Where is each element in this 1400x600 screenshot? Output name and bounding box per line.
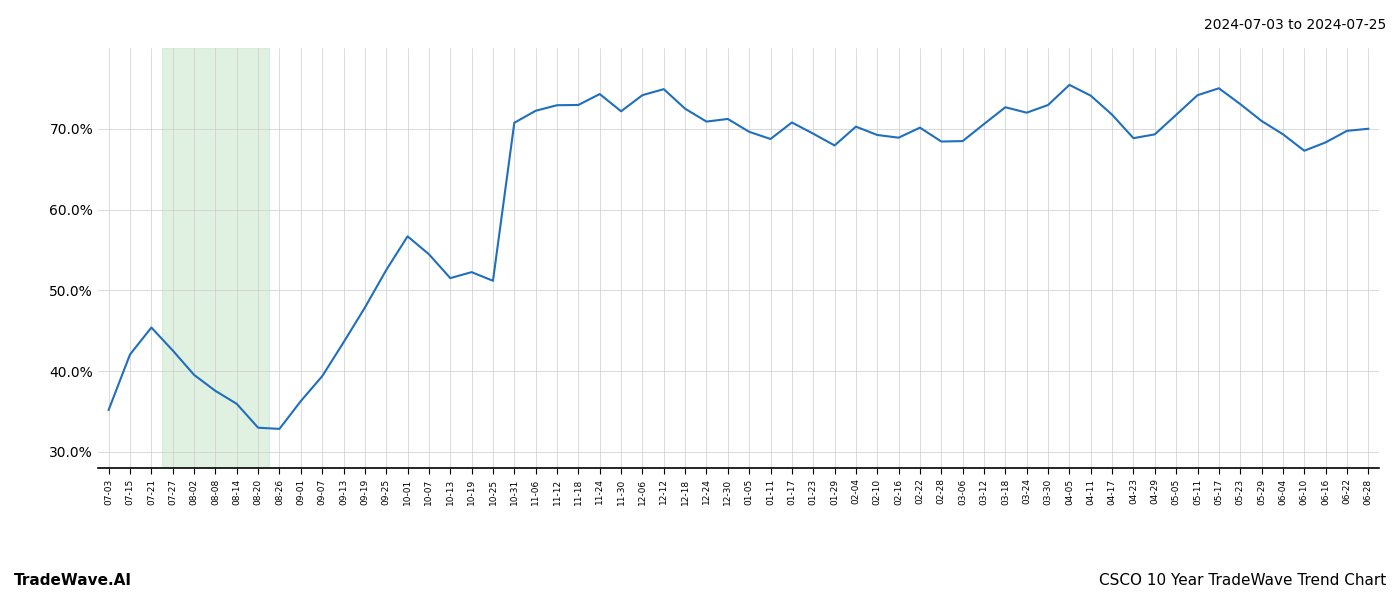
Text: CSCO 10 Year TradeWave Trend Chart: CSCO 10 Year TradeWave Trend Chart	[1099, 573, 1386, 588]
Text: 2024-07-03 to 2024-07-25: 2024-07-03 to 2024-07-25	[1204, 18, 1386, 32]
Text: TradeWave.AI: TradeWave.AI	[14, 573, 132, 588]
Bar	[162, 48, 269, 468]
